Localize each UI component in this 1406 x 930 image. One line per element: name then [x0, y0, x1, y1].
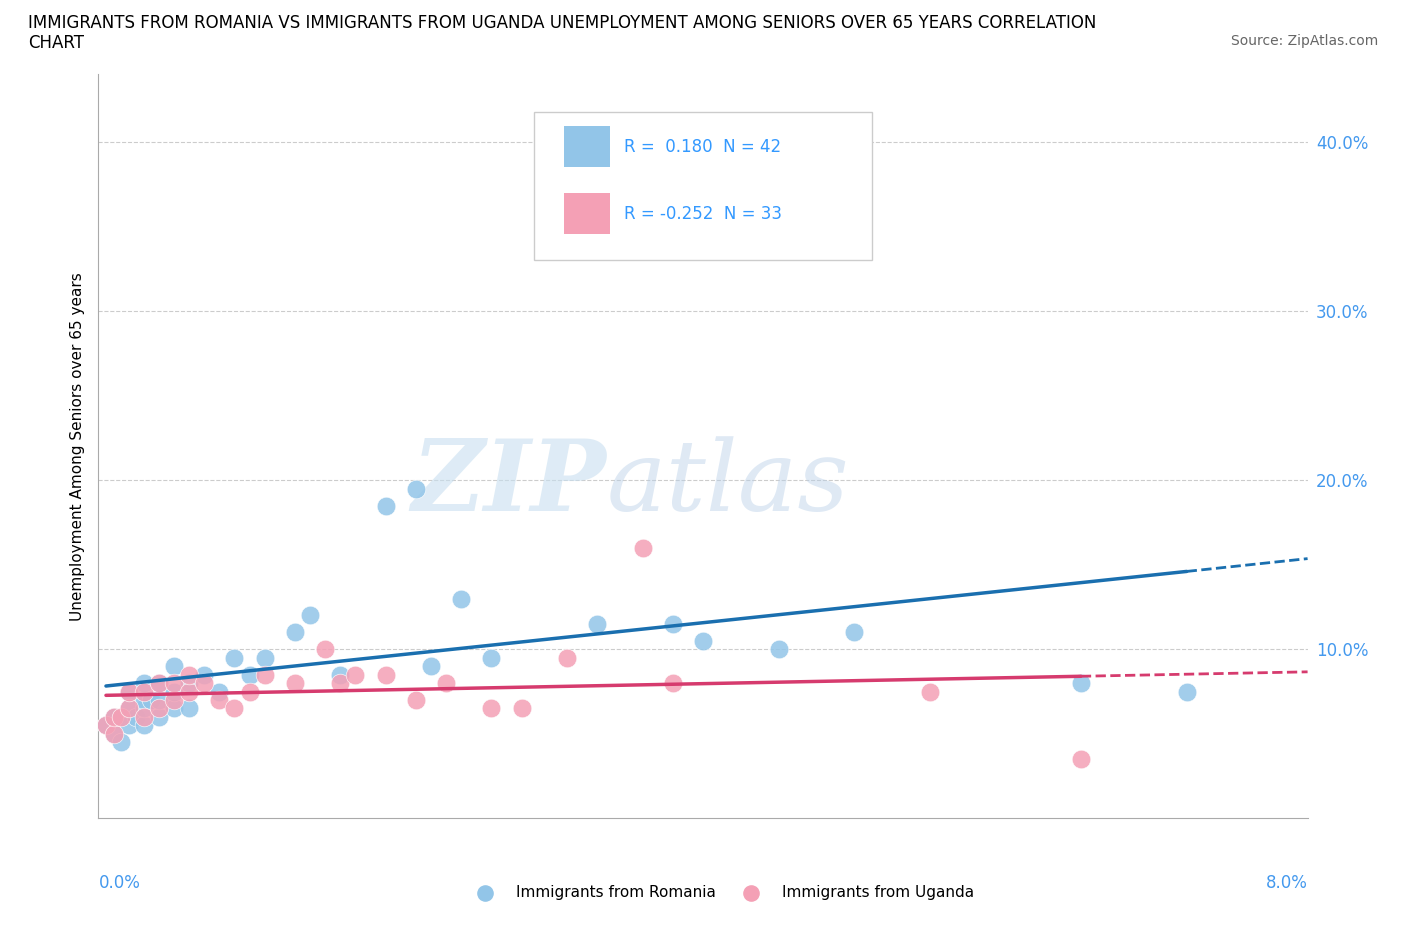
Point — [132, 710, 155, 724]
Point — [481, 650, 503, 665]
Point — [661, 617, 683, 631]
Point — [208, 684, 231, 699]
Point — [1175, 684, 1198, 699]
Point — [540, 236, 562, 251]
Point — [132, 684, 155, 699]
Text: ZIP: ZIP — [412, 435, 606, 532]
Point — [329, 676, 352, 691]
Text: R =  0.180  N = 42: R = 0.180 N = 42 — [624, 138, 782, 156]
Point — [179, 684, 201, 699]
Point — [103, 710, 125, 724]
Point — [148, 693, 170, 708]
FancyBboxPatch shape — [564, 193, 610, 234]
Point — [141, 693, 163, 708]
Point — [253, 650, 276, 665]
Point — [163, 693, 186, 708]
Point — [118, 701, 141, 716]
Point — [193, 667, 215, 682]
Point — [405, 481, 427, 496]
Text: R = -0.252  N = 33: R = -0.252 N = 33 — [624, 205, 782, 223]
Point — [481, 701, 503, 716]
Point — [768, 642, 790, 657]
Point — [450, 591, 472, 606]
Point — [420, 658, 443, 673]
Point — [193, 676, 215, 691]
Text: Immigrants from Romania: Immigrants from Romania — [516, 885, 716, 900]
Point — [374, 498, 396, 513]
Point — [132, 701, 155, 716]
Point — [208, 693, 231, 708]
Point — [1070, 751, 1092, 766]
Point — [692, 633, 714, 648]
Text: Immigrants from Uganda: Immigrants from Uganda — [782, 885, 974, 900]
Point — [555, 650, 578, 665]
Point — [434, 676, 457, 691]
Point — [148, 710, 170, 724]
Point — [405, 693, 427, 708]
Point — [224, 650, 246, 665]
Point — [125, 710, 148, 724]
Point — [163, 658, 186, 673]
Point — [661, 676, 683, 691]
Point — [631, 540, 654, 555]
Point — [103, 726, 125, 741]
Text: 8.0%: 8.0% — [1265, 874, 1308, 892]
Point — [284, 676, 307, 691]
Text: IMMIGRANTS FROM ROMANIA VS IMMIGRANTS FROM UGANDA UNEMPLOYMENT AMONG SENIORS OVE: IMMIGRANTS FROM ROMANIA VS IMMIGRANTS FR… — [28, 14, 1097, 32]
Point — [374, 667, 396, 682]
Point — [94, 718, 117, 733]
Point — [179, 676, 201, 691]
Point — [118, 718, 141, 733]
Point — [163, 676, 186, 691]
Point — [179, 701, 201, 716]
Point — [94, 718, 117, 733]
Point — [163, 684, 186, 699]
Point — [103, 726, 125, 741]
Text: CHART: CHART — [28, 34, 84, 52]
Point — [329, 667, 352, 682]
FancyBboxPatch shape — [534, 112, 872, 260]
FancyBboxPatch shape — [564, 126, 610, 167]
Point — [132, 718, 155, 733]
Point — [148, 701, 170, 716]
Point — [118, 684, 141, 699]
Point — [586, 617, 609, 631]
Point — [118, 684, 141, 699]
Point — [510, 701, 533, 716]
Text: 0.0%: 0.0% — [98, 874, 141, 892]
Point — [918, 684, 941, 699]
Y-axis label: Unemployment Among Seniors over 65 years: Unemployment Among Seniors over 65 years — [69, 272, 84, 621]
Point — [148, 676, 170, 691]
Point — [103, 710, 125, 724]
Point — [179, 667, 201, 682]
Point — [344, 667, 367, 682]
Text: atlas: atlas — [606, 436, 849, 531]
Point — [110, 710, 132, 724]
Point — [284, 625, 307, 640]
Text: Source: ZipAtlas.com: Source: ZipAtlas.com — [1230, 34, 1378, 48]
Point — [253, 667, 276, 682]
Point — [299, 608, 322, 623]
Point — [163, 701, 186, 716]
Point — [314, 642, 336, 657]
Point — [132, 693, 155, 708]
Point — [224, 701, 246, 716]
Point — [148, 676, 170, 691]
Point — [132, 676, 155, 691]
Point — [1070, 676, 1092, 691]
Point — [110, 735, 132, 750]
Point — [844, 625, 866, 640]
Point — [239, 684, 262, 699]
Point — [239, 667, 262, 682]
Point — [118, 701, 141, 716]
